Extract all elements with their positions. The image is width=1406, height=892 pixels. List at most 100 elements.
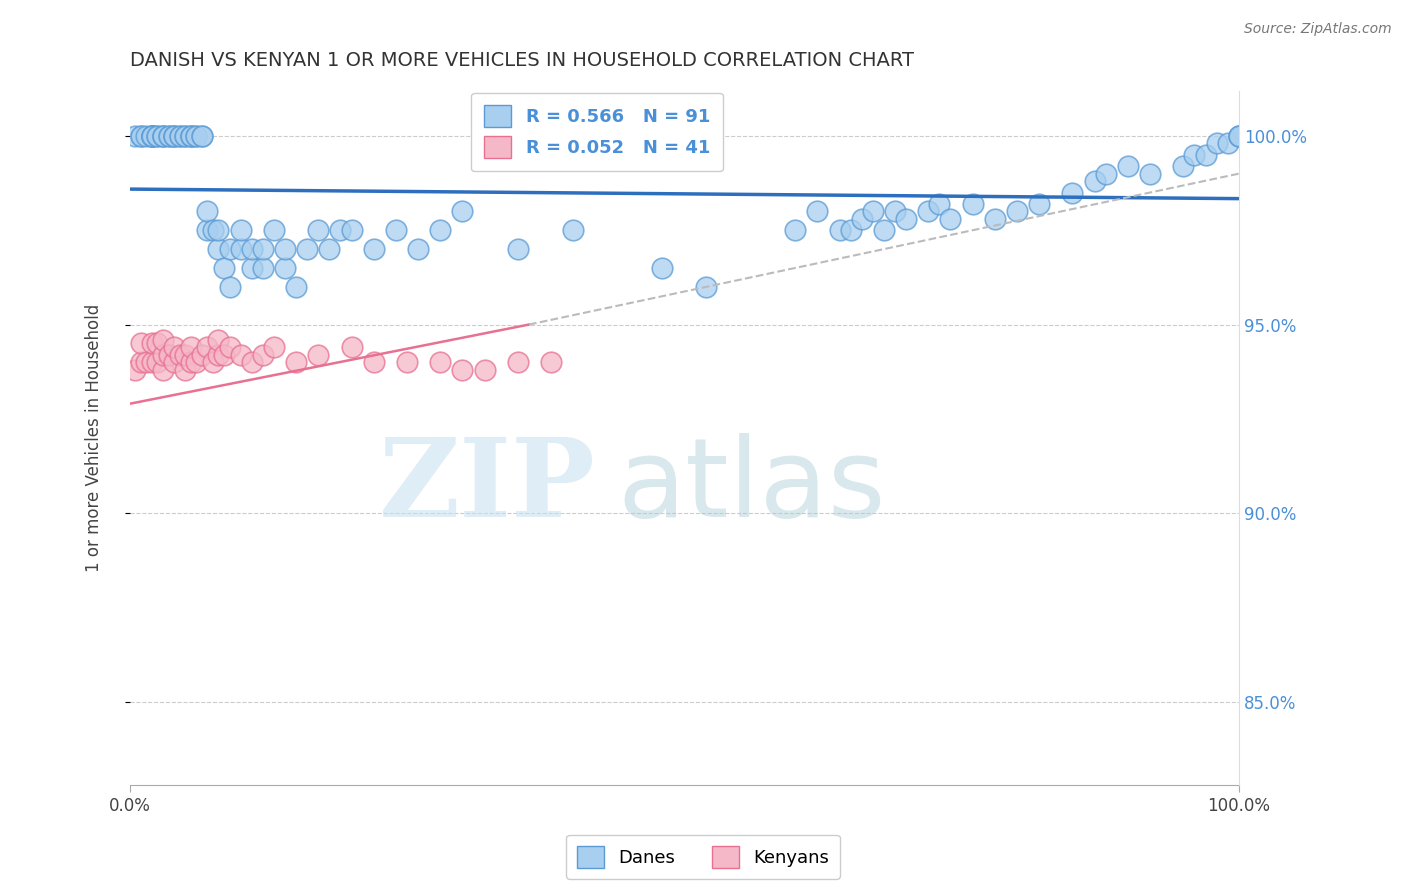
Point (163, 128, 186, 143)
Point (201, 223, 224, 237)
Point (157, 348, 180, 362)
Point (152, 363, 174, 377)
Point (141, 336, 163, 351)
Point (212, 348, 235, 362)
Point (152, 348, 174, 362)
Text: atlas: atlas (617, 433, 886, 540)
Point (873, 223, 896, 237)
Point (806, 204, 828, 219)
Point (163, 355, 186, 369)
Point (163, 128, 186, 143)
Point (1084, 174, 1107, 188)
Point (174, 128, 197, 143)
Point (506, 355, 529, 369)
Point (180, 128, 202, 143)
Point (135, 355, 157, 369)
Point (207, 348, 229, 362)
Point (363, 242, 385, 256)
Point (252, 260, 274, 275)
Point (146, 336, 169, 351)
Point (169, 128, 191, 143)
Point (152, 333, 174, 347)
Point (124, 363, 146, 377)
Point (851, 211, 873, 226)
Point (129, 355, 152, 369)
Point (1194, 148, 1216, 162)
Point (229, 242, 252, 256)
Point (252, 242, 274, 256)
Point (163, 128, 186, 143)
Point (229, 348, 252, 362)
Y-axis label: 1 or more Vehicles in Household: 1 or more Vehicles in Household (86, 303, 103, 572)
Point (129, 128, 152, 143)
Point (180, 340, 202, 354)
Point (540, 355, 562, 369)
Point (195, 340, 218, 354)
Point (307, 223, 329, 237)
Point (1227, 128, 1250, 143)
Point (1005, 204, 1028, 219)
Point (263, 340, 285, 354)
Point (562, 223, 585, 237)
Point (363, 355, 385, 369)
Point (1094, 167, 1116, 181)
Point (191, 128, 214, 143)
Point (894, 211, 917, 226)
Point (429, 223, 451, 237)
Point (240, 355, 263, 369)
Point (218, 242, 240, 256)
Point (474, 363, 496, 377)
Point (169, 128, 191, 143)
Point (229, 223, 252, 237)
Point (307, 348, 329, 362)
Point (218, 340, 240, 354)
Point (1028, 197, 1050, 211)
Point (451, 363, 474, 377)
Point (1227, 128, 1250, 143)
Point (839, 223, 862, 237)
Point (1227, 128, 1250, 143)
Point (695, 280, 717, 294)
Point (984, 211, 1007, 226)
Point (146, 128, 169, 143)
Point (274, 260, 297, 275)
Point (207, 223, 229, 237)
Point (917, 204, 939, 219)
Point (506, 242, 529, 256)
Point (212, 260, 235, 275)
Point (962, 197, 984, 211)
Point (195, 223, 218, 237)
Point (186, 128, 208, 143)
Point (141, 128, 163, 143)
Point (169, 348, 191, 362)
Point (191, 348, 214, 362)
Point (1173, 159, 1195, 173)
Point (157, 128, 180, 143)
Point (174, 348, 197, 362)
Point (152, 128, 174, 143)
Point (141, 128, 163, 143)
Point (146, 128, 169, 143)
Point (186, 355, 208, 369)
Point (201, 355, 224, 369)
Text: Source: ZipAtlas.com: Source: ZipAtlas.com (1244, 22, 1392, 37)
Point (240, 242, 263, 256)
Point (1184, 148, 1206, 162)
Point (141, 355, 163, 369)
Point (939, 211, 962, 226)
Point (174, 363, 197, 377)
Point (406, 242, 429, 256)
Point (146, 355, 169, 369)
Point (928, 197, 950, 211)
Point (141, 128, 163, 143)
Point (207, 333, 229, 347)
Point (218, 280, 240, 294)
Point (884, 204, 907, 219)
Point (285, 280, 308, 294)
Point (862, 204, 884, 219)
Point (129, 336, 152, 351)
Point (252, 348, 274, 362)
Point (451, 204, 474, 219)
Point (152, 128, 174, 143)
Point (1205, 136, 1227, 151)
